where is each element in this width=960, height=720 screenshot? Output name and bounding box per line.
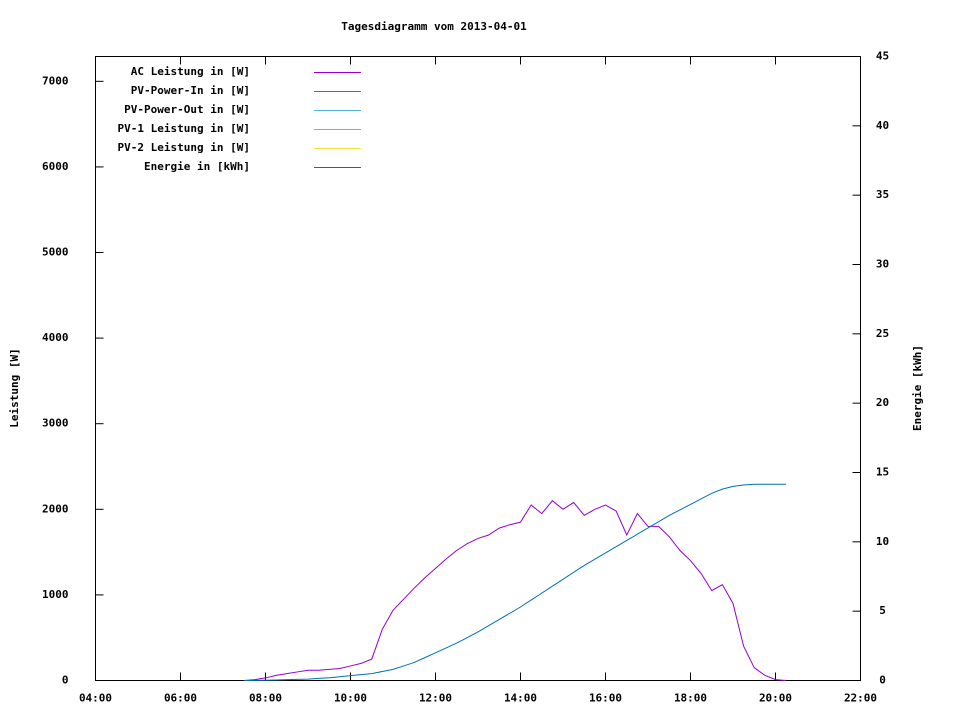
y2-tick-label: 40 <box>876 119 889 132</box>
x-tick-label: 04:00 <box>79 692 112 705</box>
y-tick-label: 2000 <box>42 502 69 515</box>
legend-label: PV-Power-In in [W] <box>131 84 250 97</box>
y-axis-label: Leistung [W] <box>8 348 21 427</box>
x-tick-label: 22:00 <box>844 692 877 705</box>
x-tick-label: 12:00 <box>419 692 452 705</box>
x-tick-label: 18:00 <box>674 692 707 705</box>
plot-frame <box>95 56 861 681</box>
legend-label: PV-Power-Out in [W] <box>124 103 250 116</box>
y-tick-label: 5000 <box>42 246 69 259</box>
y2-tick-label: 10 <box>876 535 889 548</box>
x-tick-label: 16:00 <box>589 692 622 705</box>
x-tick-label: 14:00 <box>504 692 537 705</box>
x-tick-label: 20:00 <box>759 692 792 705</box>
legend-label: AC Leistung in [W] <box>131 65 250 78</box>
y2-tick-label: 0 <box>879 674 886 687</box>
data-line <box>244 500 787 681</box>
y-tick-label: 3000 <box>42 417 69 430</box>
y2-tick-label: 20 <box>876 396 889 409</box>
legend-label: PV-1 Leistung in [W] <box>118 122 250 135</box>
y2-tick-label: 15 <box>876 466 889 479</box>
y2-tick-label: 45 <box>876 50 889 63</box>
x-tick-label: 08:00 <box>249 692 282 705</box>
y2-tick-label: 5 <box>879 604 886 617</box>
x-tick-label: 10:00 <box>334 692 367 705</box>
x-tick-label: 06:00 <box>164 692 197 705</box>
y2-tick-label: 35 <box>876 188 889 201</box>
legend-label: Energie in [kWh] <box>144 160 250 173</box>
y2-tick-label: 25 <box>876 327 889 340</box>
data-line <box>244 483 787 681</box>
chart-title: Tagesdiagramm vom 2013-04-01 <box>341 20 527 33</box>
y-tick-label: 1000 <box>42 588 69 601</box>
y2-axis-label: Energie [kWh] <box>911 345 924 431</box>
y2-tick-label: 30 <box>876 258 889 271</box>
y-tick-label: 0 <box>62 674 69 687</box>
y-tick-label: 6000 <box>42 160 69 173</box>
y-tick-label: 4000 <box>42 331 69 344</box>
legend-label: PV-2 Leistung in [W] <box>118 141 250 154</box>
y-tick-label: 7000 <box>42 74 69 87</box>
